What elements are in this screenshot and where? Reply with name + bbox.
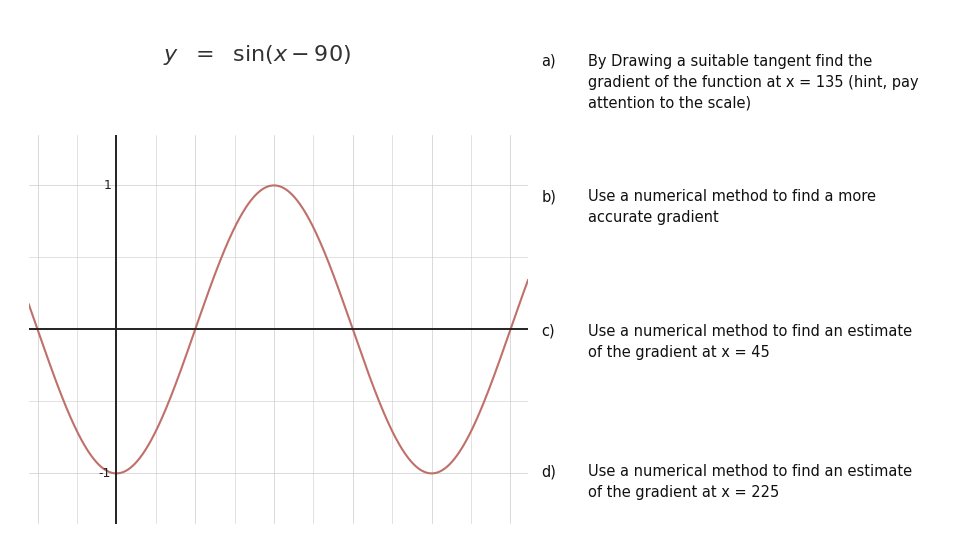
Text: Use a numerical method to find an estimate
of the gradient at x = 225: Use a numerical method to find an estima… xyxy=(588,464,912,501)
Text: c): c) xyxy=(541,324,555,339)
Text: a): a) xyxy=(541,54,556,69)
Text: Use a numerical method to find an estimate
of the gradient at x = 45: Use a numerical method to find an estima… xyxy=(588,324,912,360)
Text: d): d) xyxy=(541,464,556,480)
Text: By Drawing a suitable tangent find the
gradient of the function at x = 135 (hint: By Drawing a suitable tangent find the g… xyxy=(588,54,919,111)
Text: Use a numerical method to find a more
accurate gradient: Use a numerical method to find a more ac… xyxy=(588,189,876,225)
Text: -1: -1 xyxy=(99,467,111,480)
Text: b): b) xyxy=(541,189,556,204)
Text: $y \ \ = \ \ \sin(x - 90)$: $y \ \ = \ \ \sin(x - 90)$ xyxy=(163,43,351,67)
Text: 1: 1 xyxy=(104,179,111,192)
